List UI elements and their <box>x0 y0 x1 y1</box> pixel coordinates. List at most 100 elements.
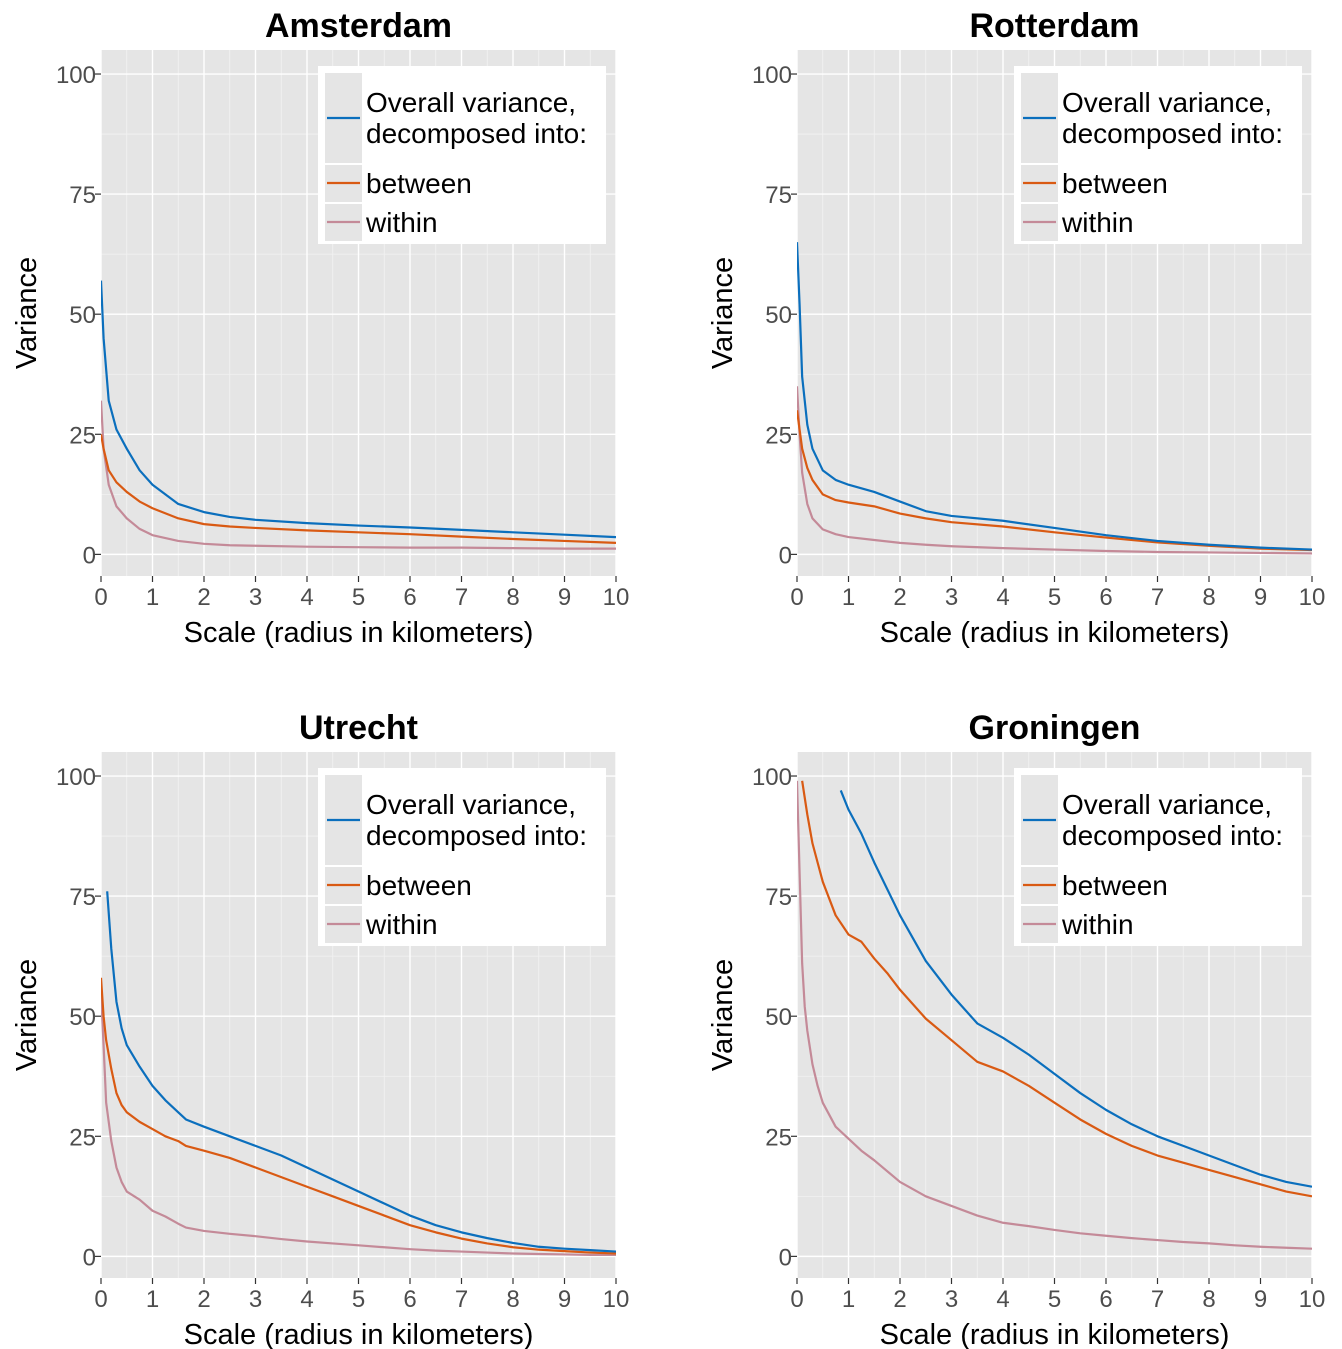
series-line-overall <box>839 790 1312 1188</box>
x-tick-label: 9 <box>1254 1286 1267 1313</box>
legend-label-between: between <box>1062 870 1168 901</box>
x-tick-label: 8 <box>1202 584 1215 611</box>
x-axis-title: Scale (radius in kilometers) <box>880 1319 1230 1349</box>
series-line-between <box>101 977 616 1255</box>
y-tick-label: 25 <box>69 422 96 449</box>
x-tick-label: 7 <box>1151 1286 1164 1313</box>
x-tick-label: 8 <box>1202 1286 1215 1313</box>
series-line-between <box>801 780 1312 1198</box>
legend: Overall variance,decomposed into: between… <box>318 66 606 244</box>
x-tick-label: 10 <box>1299 1286 1326 1313</box>
x-tick-label: 0 <box>94 584 107 611</box>
series-line-within <box>797 780 1312 1250</box>
x-tick-label: 3 <box>249 1286 262 1313</box>
x-tick-label: 1 <box>146 1286 159 1313</box>
series-line-overall <box>101 280 616 539</box>
x-tick-label: 4 <box>300 1286 313 1313</box>
x-tick-label: 0 <box>790 1286 803 1313</box>
x-tick-label: 6 <box>403 584 416 611</box>
x-tick-label: 7 <box>1151 584 1164 611</box>
y-tick-label: 0 <box>779 542 792 569</box>
panel-title: Amsterdam <box>265 7 452 45</box>
x-tick-label: 0 <box>790 584 803 611</box>
legend-box <box>318 768 606 946</box>
x-tick-label: 8 <box>506 1286 519 1313</box>
x-tick-label: 10 <box>603 1286 630 1313</box>
panel-title: Rotterdam <box>969 7 1139 45</box>
legend-label-overall-line2: decomposed into: <box>1062 820 1283 851</box>
x-tick-label: 5 <box>352 1286 365 1313</box>
y-tick-label: 100 <box>752 764 792 791</box>
legend-label-overall-line2: decomposed into: <box>366 820 587 851</box>
y-tick-label: 25 <box>69 1124 96 1151</box>
y-tick-label: 75 <box>69 182 96 209</box>
legend-label-between: between <box>366 870 472 901</box>
legend-label-overall-line2: decomposed into: <box>1062 118 1283 149</box>
y-tick-label: 100 <box>752 62 792 89</box>
y-axis-title: Variance <box>707 257 739 369</box>
x-tick-label: 6 <box>1099 584 1112 611</box>
panel-title: Utrecht <box>299 709 418 747</box>
x-tick-label: 1 <box>146 584 159 611</box>
y-axis-title: Variance <box>707 959 739 1071</box>
x-tick-label: 6 <box>403 1286 416 1313</box>
x-tick-label: 4 <box>300 584 313 611</box>
legend: Overall variance,decomposed into: between… <box>318 768 606 946</box>
legend-box <box>1014 66 1302 244</box>
legend-box <box>318 66 606 244</box>
x-tick-label: 4 <box>996 584 1009 611</box>
x-tick-label: 5 <box>352 584 365 611</box>
x-tick-label: 6 <box>1099 1286 1112 1313</box>
x-tick-label: 8 <box>506 584 519 611</box>
y-axis-title: Variance <box>11 257 43 369</box>
series-line-within <box>101 992 616 1257</box>
x-tick-label: 5 <box>1048 1286 1061 1313</box>
x-axis-title: Scale (radius in kilometers) <box>880 617 1230 649</box>
y-tick-label: 75 <box>69 884 96 911</box>
x-tick-label: 2 <box>893 584 906 611</box>
y-tick-label: 0 <box>83 542 96 569</box>
y-axis-title: Variance <box>11 959 43 1071</box>
panel-title: Groningen <box>969 709 1141 747</box>
x-tick-label: 10 <box>603 584 630 611</box>
y-tick-label: 50 <box>69 1004 96 1031</box>
x-tick-label: 7 <box>455 584 468 611</box>
legend-box <box>1014 768 1302 946</box>
legend-label-within: within <box>365 207 438 238</box>
y-tick-label: 50 <box>69 302 96 329</box>
legend-label-overall-line1: Overall variance, <box>1062 87 1272 118</box>
legend-label-within: within <box>365 909 438 940</box>
y-tick-label: 25 <box>765 1124 792 1151</box>
legend-label-overall-line2: decomposed into: <box>366 118 587 149</box>
x-tick-label: 10 <box>1299 584 1326 611</box>
x-tick-label: 3 <box>945 1286 958 1313</box>
x-tick-label: 2 <box>893 1286 906 1313</box>
x-tick-label: 3 <box>249 584 262 611</box>
legend-label-overall-line1: Overall variance, <box>366 87 576 118</box>
series-line-overall <box>797 242 1312 551</box>
y-tick-label: 75 <box>765 182 792 209</box>
x-tick-label: 1 <box>842 584 855 611</box>
x-tick-label: 4 <box>996 1286 1009 1313</box>
x-axis-title: Scale (radius in kilometers) <box>184 1319 534 1349</box>
x-tick-label: 5 <box>1048 584 1061 611</box>
legend-label-between: between <box>1062 168 1168 199</box>
legend-label-within: within <box>1061 909 1134 940</box>
x-tick-label: 0 <box>94 1286 107 1313</box>
x-tick-label: 3 <box>945 584 958 611</box>
legend-label-overall-line1: Overall variance, <box>366 789 576 820</box>
y-tick-label: 50 <box>765 302 792 329</box>
series-line-within <box>797 386 1312 555</box>
x-tick-label: 9 <box>1254 584 1267 611</box>
series-line-overall <box>106 891 616 1253</box>
x-tick-label: 9 <box>558 584 571 611</box>
x-tick-label: 1 <box>842 1286 855 1313</box>
y-tick-label: 75 <box>765 884 792 911</box>
legend-label-overall-line1: Overall variance, <box>1062 789 1272 820</box>
